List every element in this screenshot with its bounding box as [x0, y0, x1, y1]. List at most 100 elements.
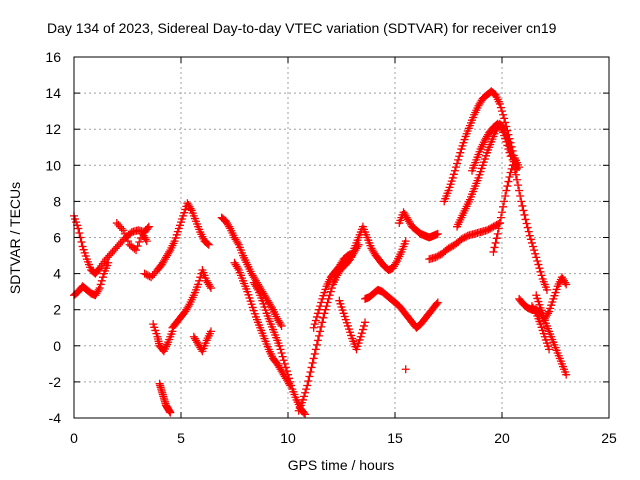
- point-s22-3-0: [502, 186, 511, 195]
- point-s12-5-0: [316, 327, 325, 336]
- point-s6-end: [166, 408, 175, 417]
- point-s3-3-1: [133, 242, 142, 251]
- x-tick-labels: 0 5 10 15 20 25: [70, 430, 617, 446]
- point-s1-1-1: [75, 228, 84, 237]
- point-s22-3-2: [504, 177, 513, 186]
- point-s12-3-2: [309, 354, 318, 363]
- point-s11-7-1: [280, 359, 289, 368]
- y-tick-label--2: -2: [49, 374, 62, 390]
- point-s19-3-2: [455, 152, 464, 161]
- point-s20-18-2: [532, 253, 541, 262]
- point-s23-end: [562, 370, 571, 379]
- point-s7-6-2: [196, 273, 205, 282]
- point-s1-13-3: [143, 224, 152, 233]
- point-s16-end: [433, 298, 442, 307]
- axis-ticks: [73, 56, 610, 419]
- point-s22-4-1: [507, 164, 516, 173]
- x-tick-label-10: 10: [280, 430, 296, 446]
- point-s20-18-1: [531, 249, 540, 258]
- y-tick-label-14: 14: [45, 85, 61, 101]
- point-s11-7-2: [281, 363, 290, 372]
- point-s20-16-1: [522, 219, 531, 228]
- point-s19-2-2: [450, 166, 459, 175]
- point-s20-14-1: [514, 181, 523, 190]
- point-s19-14-0: [500, 114, 509, 123]
- point-s3-end: [142, 237, 151, 246]
- point-s22-2-1: [499, 202, 508, 211]
- point-s12-5-1: [317, 322, 326, 331]
- point-s12-5-3: [319, 313, 328, 322]
- point-s3-4-3: [141, 235, 150, 244]
- point-s11-6-1: [276, 345, 285, 354]
- point-s20-17-0: [525, 231, 534, 240]
- y-tick-label-0: 0: [53, 338, 61, 354]
- point-s11-8-1: [285, 374, 294, 383]
- point-s2-end: [104, 258, 113, 267]
- point-s19-13-1: [496, 103, 505, 112]
- y-tick-label-16: 16: [45, 49, 61, 65]
- point-s4-13-3: [203, 239, 212, 248]
- point-s22-1-0: [493, 229, 502, 238]
- point-s12-1-1: [300, 392, 309, 401]
- point-s21-8-3: [505, 148, 514, 157]
- point-s12-4-2: [313, 336, 322, 345]
- grid-lines: [74, 57, 609, 418]
- point-s19-3-1: [454, 155, 463, 164]
- point-s20-17-2: [527, 238, 536, 247]
- point-s24-end: [562, 280, 571, 289]
- point-s13-1-2: [316, 302, 325, 311]
- point-s20-16-2: [523, 223, 532, 232]
- point-s12-7-3: [327, 284, 336, 293]
- point-s2-5-3: [94, 285, 103, 294]
- point-s1-end: [144, 222, 153, 231]
- point-s4-9-3: [186, 204, 195, 213]
- point-s11-8-0: [284, 370, 292, 379]
- point-s19-14-1: [501, 118, 510, 127]
- point-s11-11-3: [300, 409, 309, 418]
- x-axis-title: GPS time / hours: [288, 457, 395, 473]
- y-tick-label-6: 6: [53, 230, 61, 246]
- point-s13-0-3: [312, 312, 321, 321]
- point-s20-18-3: [533, 256, 542, 265]
- point-s20-14-3: [516, 191, 525, 200]
- x-tick-label-15: 15: [387, 430, 403, 446]
- point-s12-2-1: [304, 376, 313, 385]
- point-s20-end: [542, 285, 551, 294]
- point-s14-5-2: [358, 325, 367, 334]
- point-s16-16-3: [432, 299, 441, 308]
- point-s12-3-0: [307, 363, 316, 372]
- point-s14-5-0: [356, 332, 365, 341]
- point-s22-4-0: [506, 168, 515, 177]
- point-s8-end: [206, 327, 215, 336]
- point-s9-11-3: [267, 303, 276, 312]
- point-s22-2-2: [500, 197, 509, 206]
- x-tick-label-20: 20: [494, 430, 510, 446]
- point-s14-end: [361, 318, 370, 327]
- point-s22-0-2: [491, 238, 500, 247]
- point-s26-0: [401, 365, 410, 374]
- point-s24-6-3: [561, 278, 570, 287]
- point-s9-end: [277, 321, 286, 330]
- point-s3-1-2: [122, 233, 131, 242]
- point-s20-15-1: [518, 201, 527, 210]
- point-s12-2-3: [306, 367, 315, 376]
- point-s11-8-3: [287, 381, 296, 390]
- point-s20-19-1: [535, 264, 544, 273]
- point-s22-0-3: [492, 234, 501, 243]
- point-s2-6-2: [97, 276, 106, 285]
- point-s19-2-0: [448, 173, 457, 182]
- point-s11-0-3: [252, 284, 261, 293]
- data-points: [70, 87, 571, 419]
- point-s20-19-0: [534, 260, 543, 269]
- point-s12-4-3: [315, 331, 324, 340]
- point-s22-3-1: [503, 182, 512, 191]
- y-tick-labels: -4 -2 0 2 4 6 8 10 12 14 16: [45, 49, 61, 426]
- point-s20-13-3: [511, 170, 520, 179]
- point-s13-0-2: [311, 316, 320, 325]
- point-s21-end: [506, 152, 515, 161]
- y-tick-label-10: 10: [45, 157, 61, 173]
- point-s13-0-0: [309, 323, 318, 332]
- point-s22-end: [515, 163, 524, 172]
- point-s11-7-3: [282, 367, 291, 376]
- point-s20-16-0: [521, 215, 530, 224]
